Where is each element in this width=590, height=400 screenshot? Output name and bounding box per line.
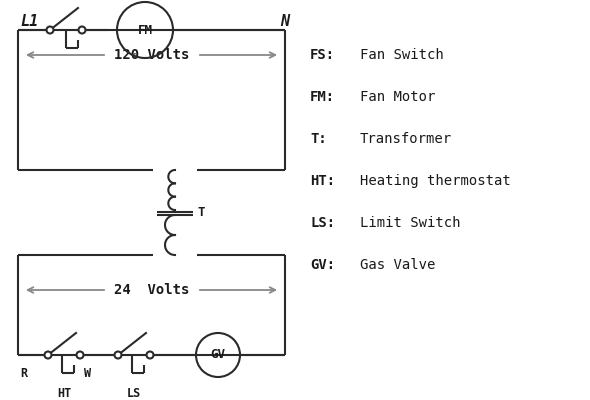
Text: Gas Valve: Gas Valve — [360, 258, 435, 272]
Text: FS: FS — [41, 0, 55, 2]
Text: T: T — [197, 206, 205, 220]
Circle shape — [77, 352, 84, 358]
Text: GV:: GV: — [310, 258, 335, 272]
Text: T:: T: — [310, 132, 327, 146]
Text: Fan Motor: Fan Motor — [360, 90, 435, 104]
Text: R: R — [20, 367, 27, 380]
Text: HT: HT — [57, 387, 71, 400]
Text: FS:: FS: — [310, 48, 335, 62]
Circle shape — [114, 352, 122, 358]
Text: FM: FM — [137, 24, 152, 36]
Circle shape — [44, 352, 51, 358]
Text: HT:: HT: — [310, 174, 335, 188]
Text: LS:: LS: — [310, 216, 335, 230]
Text: 24  Volts: 24 Volts — [114, 283, 190, 297]
Text: Limit Switch: Limit Switch — [360, 216, 461, 230]
Text: Transformer: Transformer — [360, 132, 452, 146]
Text: W: W — [84, 367, 91, 380]
Text: GV: GV — [211, 348, 225, 362]
Circle shape — [78, 26, 86, 34]
Text: Fan Switch: Fan Switch — [360, 48, 444, 62]
Circle shape — [146, 352, 153, 358]
Circle shape — [47, 26, 54, 34]
Text: L1: L1 — [20, 14, 38, 29]
Text: Heating thermostat: Heating thermostat — [360, 174, 511, 188]
Text: FM:: FM: — [310, 90, 335, 104]
Text: 120 Volts: 120 Volts — [114, 48, 190, 62]
Text: LS: LS — [127, 387, 141, 400]
Text: N: N — [280, 14, 290, 29]
